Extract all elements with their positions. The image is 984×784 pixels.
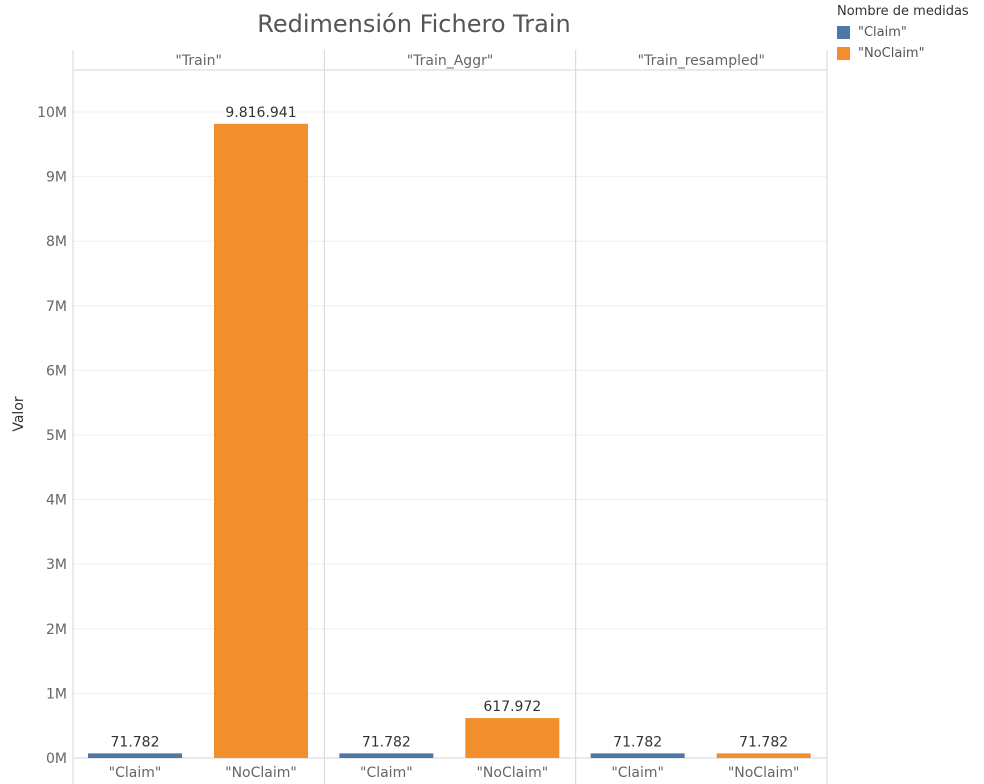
bar-noclaim[interactable] (465, 718, 560, 758)
data-label: 71.782 (613, 734, 662, 750)
legend-item-claim[interactable]: "Claim" (837, 22, 984, 43)
category-label: "Claim" (360, 765, 413, 781)
y-tick-label: 0M (46, 751, 67, 767)
bar-claim[interactable] (88, 753, 182, 758)
bars (88, 123, 811, 758)
bar-noclaim[interactable] (214, 123, 308, 758)
y-tick-label: 7M (46, 299, 67, 315)
bar-claim[interactable] (590, 753, 685, 758)
category-label: "NoClaim" (728, 765, 800, 781)
y-tick-label: 5M (46, 428, 67, 444)
data-label: 71.782 (111, 734, 160, 750)
category-label: "Claim" (109, 765, 162, 781)
category-label: "Claim" (611, 765, 664, 781)
category-labels: "Claim" "NoClaim" "Claim" "NoClaim" "Claim" "… (109, 765, 800, 781)
bar-claim[interactable] (339, 753, 434, 758)
y-tick-label: 3M (46, 557, 67, 573)
y-tick-label: 6M (46, 363, 67, 379)
panel-header: "Train_resampled" (638, 53, 765, 69)
y-axis-title: Valor (11, 396, 27, 432)
y-tick-label: 1M (46, 686, 67, 702)
legend-swatch-noclaim (837, 47, 850, 60)
category-label: "NoClaim" (225, 765, 297, 781)
y-axis-ticks: 0M 1M 2M 3M 4M 5M 6M 7M 8M 9M 10M (37, 105, 67, 767)
y-tick-label: 10M (37, 105, 67, 121)
data-label: 9.816.941 (225, 105, 296, 121)
y-tick-label: 9M (46, 170, 67, 186)
legend: Nombre de medidas "Claim" "NoClaim" (837, 4, 984, 64)
data-label: 71.782 (739, 734, 788, 750)
bar-noclaim[interactable] (716, 753, 811, 758)
y-tick-label: 8M (46, 234, 67, 250)
data-label: 617.972 (483, 699, 541, 715)
y-tick-label: 4M (46, 493, 67, 509)
legend-swatch-claim (837, 26, 850, 39)
legend-title: Nombre de medidas (837, 4, 969, 19)
category-label: "NoClaim" (476, 765, 548, 781)
panel-header: "Train_Aggr" (407, 53, 494, 69)
data-labels: 71.782 9.816.941 71.782 617.972 71.782 71.782 (111, 105, 789, 751)
data-label: 71.782 (362, 734, 411, 750)
legend-label-noclaim: "NoClaim" (858, 46, 925, 61)
panels: "Train" "Train_Aggr" "Train_resampled" (72, 50, 828, 784)
y-tick-label: 2M (46, 622, 67, 638)
gridlines (73, 111, 827, 694)
panel-header: "Train" (175, 53, 221, 69)
legend-item-noclaim[interactable]: "NoClaim" (837, 43, 984, 64)
legend-label-claim: "Claim" (858, 25, 907, 40)
chart-title: Redimensión Fichero Train (257, 10, 570, 38)
